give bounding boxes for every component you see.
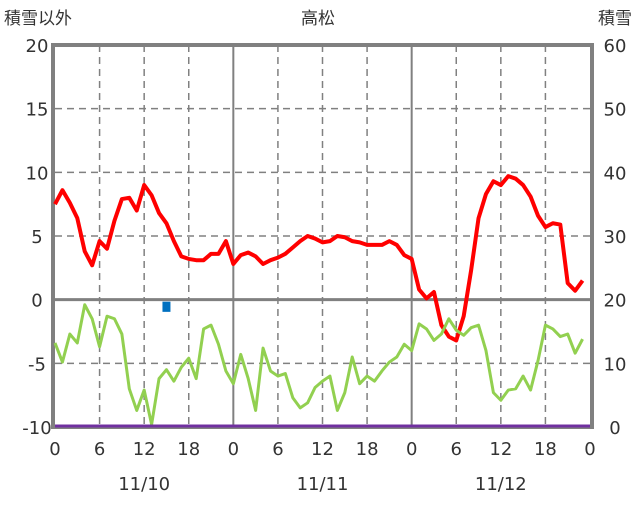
- blue-bar: [162, 302, 170, 312]
- x-tick: 0: [584, 439, 595, 460]
- y-tick-left: -5: [28, 354, 46, 375]
- y-tick-right: 0: [609, 418, 620, 439]
- x-tick: 12: [133, 439, 156, 460]
- x-tick: 0: [228, 439, 239, 460]
- right-axis-label: 積雪: [598, 9, 632, 29]
- y-tick-left: 0: [31, 291, 42, 312]
- y-tick-left: 15: [26, 100, 49, 121]
- y-tick-right: 40: [604, 163, 627, 184]
- red-series-line: [55, 176, 583, 340]
- x-tick: 0: [49, 439, 60, 460]
- date-label: 11/12: [475, 474, 527, 495]
- x-tick: 18: [177, 439, 200, 460]
- x-tick: 12: [489, 439, 512, 460]
- x-tick: 18: [534, 439, 557, 460]
- y-tick-right: 10: [604, 354, 627, 375]
- y-tick-right: 20: [604, 291, 627, 312]
- green-series-line: [55, 305, 583, 425]
- x-tick: 6: [451, 439, 462, 460]
- y-tick-left: 10: [26, 163, 49, 184]
- date-label: 11/10: [118, 474, 170, 495]
- x-tick: 18: [356, 439, 379, 460]
- y-tick-right: 30: [604, 227, 627, 248]
- left-axis-label: 積雪以外: [4, 9, 72, 29]
- y-tick-right: 50: [604, 100, 627, 121]
- date-label: 11/11: [297, 474, 349, 495]
- x-tick: 0: [406, 439, 417, 460]
- x-tick: 6: [94, 439, 105, 460]
- y-tick-left: 20: [26, 36, 49, 57]
- x-tick: 12: [311, 439, 334, 460]
- y-tick-left: -10: [22, 418, 51, 439]
- y-tick-right: 60: [604, 36, 627, 57]
- y-tick-left: 5: [31, 227, 42, 248]
- chart-title: 高松: [301, 9, 335, 29]
- x-tick: 6: [272, 439, 283, 460]
